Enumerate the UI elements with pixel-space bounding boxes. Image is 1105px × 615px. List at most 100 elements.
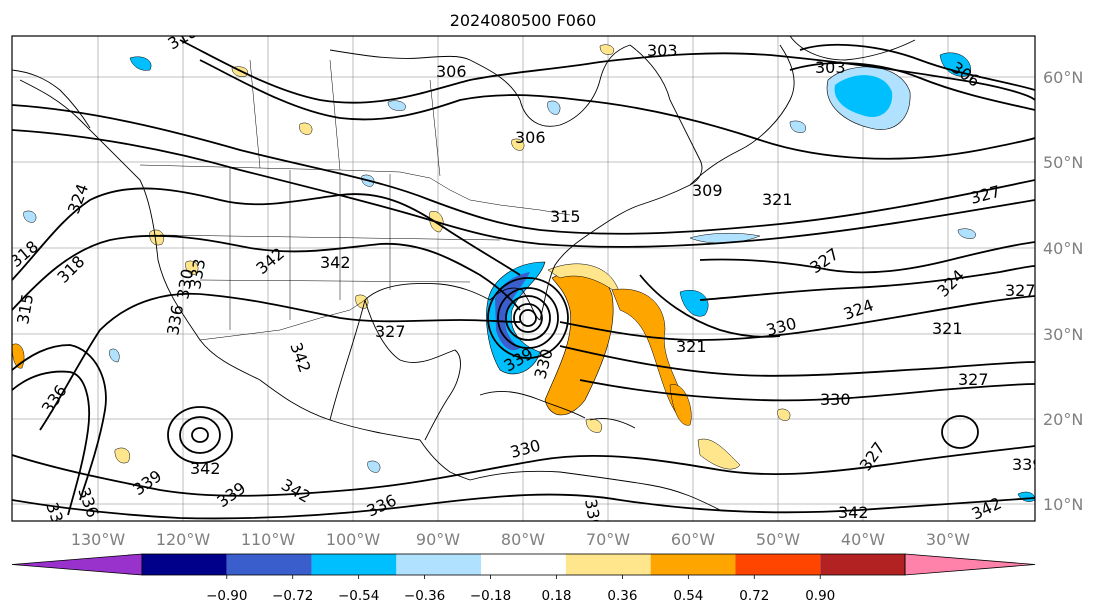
contour-label: 315 <box>550 207 581 226</box>
colorbar-segment <box>142 554 227 575</box>
contour-west-1 <box>12 344 107 501</box>
contour-label: 336 <box>581 497 605 530</box>
positive-spot-6 <box>599 44 615 55</box>
coast-central-america <box>419 439 471 481</box>
colorbar-segments <box>11 553 1036 576</box>
contour-label: 327 <box>958 370 989 389</box>
positive-spot-2 <box>114 447 131 464</box>
border-states-5 <box>159 234 501 241</box>
colorbar-tick-label: −0.54 <box>338 588 379 604</box>
contour-label: 342 <box>320 253 351 272</box>
contour-label: 342 <box>190 459 221 478</box>
negative-blob-east <box>679 290 709 317</box>
contour-label: 327 <box>375 322 406 341</box>
positive-blob-south <box>697 438 741 470</box>
contour-label: 327 <box>1005 281 1036 300</box>
colorbar-tick-label: −0.90 <box>206 588 247 604</box>
longitude-label: 90°W <box>416 530 460 549</box>
contour-line-12 <box>579 379 1035 402</box>
negative-spot-5 <box>109 348 120 363</box>
contour-line-10 <box>559 295 1035 341</box>
map-frame <box>11 35 1036 522</box>
contour-high-pacific-1 <box>179 416 221 454</box>
contour-line-15 <box>639 274 781 338</box>
contour-line-1 <box>12 104 1035 235</box>
negative-core-north-atlantic <box>834 75 893 118</box>
longitude-label: 40°W <box>841 530 885 549</box>
contour-label: 321 <box>762 190 793 209</box>
border-states-6 <box>199 279 471 283</box>
negative-spot-2 <box>387 100 406 111</box>
negative-spot-3 <box>547 100 561 115</box>
contour-label: 306 <box>436 62 467 81</box>
latitude-label: 20°N <box>1043 410 1083 429</box>
contour-line-5 <box>12 187 521 281</box>
contour-label: 321 <box>676 337 707 356</box>
positive-spot-11 <box>185 260 199 275</box>
latitude-label: 10°N <box>1043 495 1083 514</box>
contour-west-2 <box>12 370 90 516</box>
contour-line-8 <box>12 445 1035 497</box>
latitude-label: 60°N <box>1043 68 1083 87</box>
colorbar-ticks: −0.90 −0.72 −0.54 −0.36 −0.18 0.18 0.36 0.54 0.7… <box>206 575 835 604</box>
contour-label: 309 <box>692 181 723 200</box>
negative-blob-pacific <box>129 56 152 71</box>
contour-line-9 <box>12 493 1035 520</box>
border-provinces <box>249 59 441 177</box>
contour-label: 303 <box>815 58 846 77</box>
colorbar-tick-label: 0.72 <box>739 588 769 604</box>
coast-west-north-america <box>19 79 421 441</box>
contour-line-14 <box>699 265 1035 301</box>
colorbar-segment <box>481 554 566 575</box>
coast-hispaniola <box>589 417 636 429</box>
contour-line-2 <box>12 129 1035 248</box>
colorbar-tick-label: −0.36 <box>404 588 445 604</box>
colorbar-segment <box>396 554 482 575</box>
latitude-label: 50°N <box>1043 153 1083 172</box>
coast-south-america <box>469 470 721 511</box>
coast-gulf-mexico <box>329 283 491 421</box>
colorbar-segment <box>735 554 821 575</box>
colorbar: −0.90 −0.72 −0.54 −0.36 −0.18 0.18 0.36 0.54 0.7… <box>11 553 1036 604</box>
map-title: 2024080500 F060 <box>450 11 597 30</box>
positive-spot-7 <box>355 294 369 309</box>
contour-line-3 <box>179 39 1035 104</box>
contour-greenland-1 <box>799 43 1035 91</box>
coast-greenland <box>789 36 916 61</box>
coast-canada-east <box>689 44 795 186</box>
negative-core-hurricane <box>495 272 530 351</box>
longitude-label: 60°W <box>671 530 715 549</box>
colorbar-tick-label: 0.54 <box>673 588 703 604</box>
coast-labrador <box>629 44 703 186</box>
contour-closed-east <box>941 415 979 449</box>
contour-label: 321 <box>932 319 963 338</box>
longitude-label: 30°W <box>926 530 970 549</box>
longitude-label: 70°W <box>586 530 630 549</box>
longitude-label: 110°W <box>241 530 296 549</box>
longitude-label: 50°W <box>756 530 800 549</box>
contour-label: 330 <box>820 390 851 409</box>
colorbar-segment <box>650 554 736 575</box>
colorbar-outline <box>141 553 906 576</box>
contour-label: 303 <box>647 41 678 60</box>
contour-line-13 <box>699 241 1035 274</box>
contour-high-pacific-2 <box>167 406 233 464</box>
colorbar-segment <box>565 554 651 575</box>
border-us-canada <box>139 164 571 216</box>
negative-spot-7 <box>957 228 976 239</box>
longitude-label: 80°W <box>501 530 545 549</box>
latitude-label: 30°N <box>1043 325 1083 344</box>
contour-line-6 <box>12 234 521 311</box>
colorbar-extend-low <box>11 553 143 576</box>
negative-spot-8 <box>23 210 37 223</box>
graticule <box>12 36 1035 521</box>
contour-line-11 <box>559 345 1035 377</box>
longitude-label: 120°W <box>156 530 211 549</box>
positive-spot-3 <box>149 229 165 246</box>
colorbar-tick-label: −0.72 <box>272 588 313 604</box>
longitude-label: 130°W <box>71 530 126 549</box>
border-us-mexico <box>199 299 366 341</box>
positive-spot-12 <box>511 138 525 151</box>
map-panel: 318 306 303 303 306 309 306 315 321 327 … <box>11 35 1036 530</box>
